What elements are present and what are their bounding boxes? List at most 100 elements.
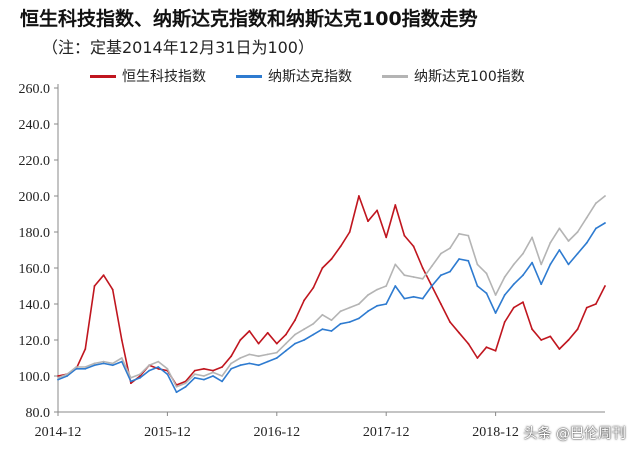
data-point [394,204,397,206]
data-point [275,351,278,354]
data-point [294,342,296,345]
legend-item-hstech: 恒生科技指数 [90,66,206,86]
data-point [576,252,579,255]
chart-legend: 恒生科技指数 纳斯达克指数 纳斯达克100指数 [90,66,525,86]
data-point [467,259,470,262]
data-point [531,261,533,264]
data-point [239,339,242,341]
data-point [130,376,132,379]
series-line-1 [57,222,606,393]
data-point [540,283,543,286]
data-point [385,236,388,239]
data-point [485,272,488,275]
data-point [549,263,552,266]
data-point [111,288,114,291]
data-point [57,376,59,379]
data-point [348,231,351,233]
data-point [166,373,169,376]
data-point [540,339,543,341]
data-point [494,312,497,314]
data-point [522,252,524,255]
data-point [312,322,315,325]
data-point [294,319,296,322]
data-point [348,306,351,309]
data-point [139,373,142,376]
data-point [376,288,378,291]
data-point [503,321,506,323]
data-point [503,276,506,278]
data-point [57,378,59,381]
data-point [358,303,360,305]
data-point [148,369,151,372]
data-point [239,357,242,359]
data-point [212,369,214,372]
data-point [367,220,369,223]
data-point [412,276,415,278]
data-point [157,366,160,368]
data-point [84,367,87,370]
data-point [485,292,488,295]
data-point [367,294,369,296]
data-point [111,362,114,365]
data-point [102,360,105,363]
data-point [503,294,506,296]
data-point [230,355,233,358]
data-point [403,297,406,300]
data-point [221,380,224,383]
data-point [522,274,524,277]
data-point [567,240,570,242]
data-point [294,333,296,336]
data-point [531,236,533,239]
data-point [175,391,178,394]
data-point [93,285,96,287]
y-tick-label: 100.0 [19,370,51,385]
data-point [248,362,251,365]
data-point [130,382,132,385]
data-point [266,331,269,334]
data-point [330,330,333,332]
legend-item-nasdaq: 纳斯达克指数 [236,66,352,86]
data-point [540,263,543,266]
data-point [449,270,451,273]
legend-item-nasdaq100: 纳斯达克100指数 [382,66,525,86]
watermark: 头条 @巴伦周刊 [523,426,626,442]
data-point [485,346,488,349]
data-point [321,267,324,269]
data-point [193,373,196,376]
data-point [430,265,433,268]
data-point [376,209,378,212]
data-point [412,245,415,248]
data-point [467,342,470,345]
data-point [321,313,324,316]
data-point [84,348,87,350]
chart-subtitle: （注：定基2014年12月31日为100） [42,38,314,57]
data-point [595,303,597,305]
data-point [193,376,196,379]
data-point [385,303,388,305]
data-point [440,303,442,305]
legend-label-nasdaq: 纳斯达克指数 [268,69,352,85]
data-point [358,317,360,320]
data-point [148,364,151,367]
data-point [339,322,342,325]
data-point [312,286,315,289]
data-point [120,339,123,341]
data-point [476,263,479,266]
data-point [595,202,597,205]
data-point [339,310,342,313]
data-point [248,330,251,332]
data-point [221,375,224,377]
data-point [358,195,360,197]
series-line-2 [57,195,606,388]
data-point [285,342,287,345]
data-point [257,364,260,367]
data-point [239,364,242,367]
data-point [549,241,552,244]
data-point [558,348,561,350]
data-point [567,339,570,341]
y-tick-label: 200.0 [19,190,51,205]
data-point [212,371,214,374]
data-point [312,333,315,336]
x-tick-label: 2017-12 [363,425,410,440]
